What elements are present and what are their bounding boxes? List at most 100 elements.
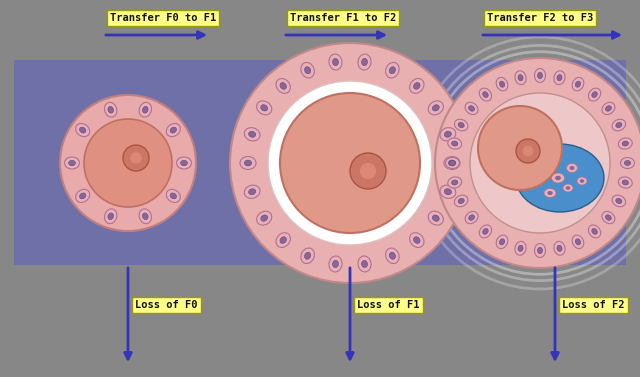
Ellipse shape xyxy=(552,173,564,183)
Ellipse shape xyxy=(166,124,180,136)
Ellipse shape xyxy=(385,248,399,264)
Ellipse shape xyxy=(602,102,615,115)
Ellipse shape xyxy=(244,160,252,166)
Circle shape xyxy=(280,93,420,233)
Ellipse shape xyxy=(532,181,538,185)
Ellipse shape xyxy=(577,177,587,185)
Circle shape xyxy=(230,43,470,283)
Ellipse shape xyxy=(575,81,580,87)
Ellipse shape xyxy=(244,185,260,198)
Circle shape xyxy=(350,153,386,189)
Ellipse shape xyxy=(248,189,256,195)
Ellipse shape xyxy=(410,78,424,93)
Ellipse shape xyxy=(65,157,79,169)
Ellipse shape xyxy=(496,77,508,91)
Ellipse shape xyxy=(358,256,371,272)
Ellipse shape xyxy=(333,58,339,66)
Circle shape xyxy=(84,119,172,207)
Ellipse shape xyxy=(544,188,556,198)
Ellipse shape xyxy=(515,241,526,255)
Ellipse shape xyxy=(483,92,488,98)
Ellipse shape xyxy=(465,211,478,224)
Ellipse shape xyxy=(79,127,86,133)
Ellipse shape xyxy=(588,225,601,238)
Ellipse shape xyxy=(240,156,256,170)
Ellipse shape xyxy=(305,252,310,259)
Ellipse shape xyxy=(433,105,439,111)
Ellipse shape xyxy=(413,83,420,89)
Ellipse shape xyxy=(333,261,339,268)
Ellipse shape xyxy=(139,209,152,224)
Ellipse shape xyxy=(444,131,451,137)
Ellipse shape xyxy=(566,186,570,190)
Ellipse shape xyxy=(465,102,478,115)
Ellipse shape xyxy=(440,128,456,141)
Ellipse shape xyxy=(612,195,625,207)
Ellipse shape xyxy=(518,245,523,251)
Ellipse shape xyxy=(362,261,367,268)
Ellipse shape xyxy=(177,157,191,169)
Ellipse shape xyxy=(257,101,272,115)
Ellipse shape xyxy=(563,184,573,192)
Text: Loss of F1: Loss of F1 xyxy=(357,300,419,310)
Ellipse shape xyxy=(572,235,584,248)
Ellipse shape xyxy=(625,161,630,166)
Ellipse shape xyxy=(454,195,468,207)
Ellipse shape xyxy=(616,123,622,128)
Ellipse shape xyxy=(496,235,508,248)
Ellipse shape xyxy=(618,138,632,149)
Ellipse shape xyxy=(499,239,505,245)
Ellipse shape xyxy=(616,198,622,204)
Ellipse shape xyxy=(301,248,314,264)
Ellipse shape xyxy=(547,191,553,195)
Ellipse shape xyxy=(621,158,634,169)
Circle shape xyxy=(123,145,149,171)
Circle shape xyxy=(516,139,540,163)
Text: Transfer F0 to F1: Transfer F0 to F1 xyxy=(110,13,216,23)
Ellipse shape xyxy=(516,144,604,212)
Ellipse shape xyxy=(575,239,580,245)
Ellipse shape xyxy=(566,164,577,173)
Circle shape xyxy=(268,81,432,245)
Ellipse shape xyxy=(622,141,628,146)
Ellipse shape xyxy=(529,178,541,187)
Ellipse shape xyxy=(385,63,399,78)
Ellipse shape xyxy=(452,180,458,185)
Ellipse shape xyxy=(515,71,526,84)
Ellipse shape xyxy=(570,166,575,170)
Ellipse shape xyxy=(170,127,177,133)
Ellipse shape xyxy=(572,77,584,91)
Ellipse shape xyxy=(244,128,260,141)
Text: Transfer F1 to F2: Transfer F1 to F2 xyxy=(290,13,396,23)
Ellipse shape xyxy=(248,131,256,137)
Ellipse shape xyxy=(554,71,565,84)
Circle shape xyxy=(523,146,533,156)
Circle shape xyxy=(360,163,376,179)
Ellipse shape xyxy=(108,106,113,113)
Ellipse shape xyxy=(622,180,628,185)
Ellipse shape xyxy=(588,88,601,101)
Ellipse shape xyxy=(104,209,117,224)
Ellipse shape xyxy=(499,81,505,87)
Ellipse shape xyxy=(444,189,451,195)
Ellipse shape xyxy=(305,67,310,74)
Ellipse shape xyxy=(76,189,90,202)
Ellipse shape xyxy=(276,78,291,93)
Ellipse shape xyxy=(444,156,460,170)
Ellipse shape xyxy=(479,225,492,238)
Ellipse shape xyxy=(534,244,545,257)
Ellipse shape xyxy=(605,215,611,220)
Ellipse shape xyxy=(257,211,272,225)
Ellipse shape xyxy=(143,106,148,113)
Ellipse shape xyxy=(612,119,625,131)
Ellipse shape xyxy=(448,177,461,188)
Ellipse shape xyxy=(557,245,562,251)
Ellipse shape xyxy=(76,124,90,136)
Text: Loss of F2: Loss of F2 xyxy=(562,300,625,310)
Ellipse shape xyxy=(458,123,464,128)
Ellipse shape xyxy=(538,247,543,254)
Circle shape xyxy=(478,106,562,190)
Ellipse shape xyxy=(518,75,523,81)
Ellipse shape xyxy=(260,215,268,221)
Ellipse shape xyxy=(554,241,565,255)
